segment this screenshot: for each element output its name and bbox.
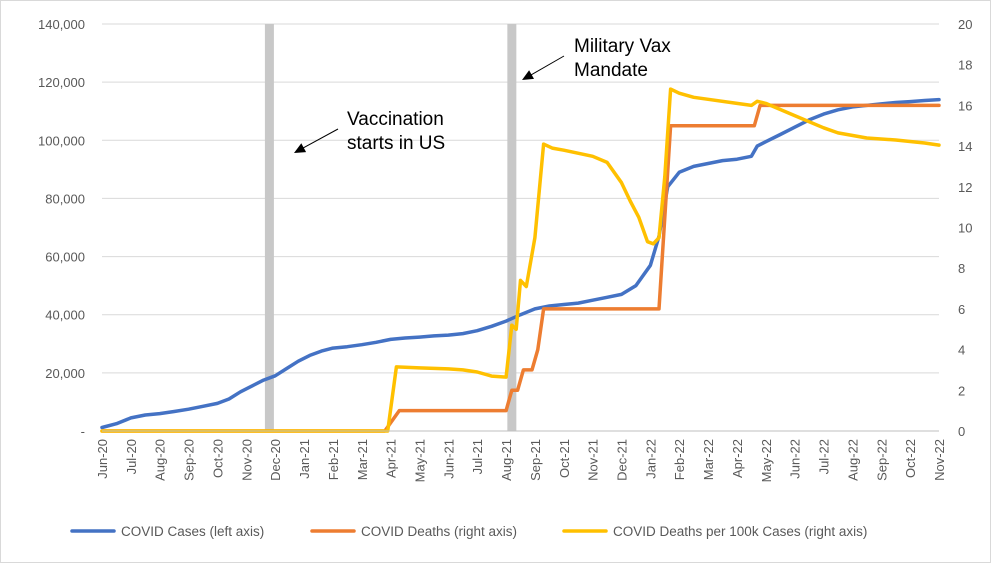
x-tick-label: Feb-22 (672, 439, 687, 480)
y-left-tick-label: 60,000 (45, 250, 85, 265)
x-tick-label: Dec-20 (268, 439, 283, 481)
annotation-line: Military Vax (574, 36, 671, 57)
annotation-arrowhead-icon (522, 70, 534, 80)
y-left-tick-label: - (81, 424, 85, 439)
gridlines (102, 23, 939, 374)
series-lines (100, 87, 941, 433)
y-right-tick-label: 6 (958, 302, 965, 317)
x-tick-label: May-21 (412, 439, 427, 482)
y-left-tick-label: 120,000 (38, 75, 85, 90)
y-left-tick-label: 140,000 (38, 17, 85, 32)
legend-label-2: COVID Deaths (right axis) (361, 524, 517, 539)
axes: - 20,000 40,000 60,000 80,000 100,000 120,000 1… (38, 17, 972, 482)
y-left-tick-label: 80,000 (45, 191, 85, 206)
x-tick-label: Jul-20 (124, 439, 139, 474)
x-tick-label: Jul-21 (470, 439, 485, 474)
series-line-3 (100, 87, 941, 433)
x-tick-label: Oct-22 (903, 439, 918, 478)
x-tick-label: Jan-22 (643, 439, 658, 479)
annotations: Vaccination starts in US Military Vax Manda… (294, 36, 671, 154)
x-tick-label: Oct-20 (210, 439, 225, 478)
x-tick-label: Jun-22 (788, 439, 803, 479)
y-right-tick-label: 12 (958, 180, 972, 195)
y-right-tick-label: 10 (958, 221, 972, 236)
x-tick-label: Jan-21 (297, 439, 312, 479)
series-line-1 (100, 97, 941, 430)
annotation-line: Mandate (574, 60, 648, 81)
annotation-arrow-line (527, 55, 565, 78)
y-right-tick-label: 14 (958, 139, 972, 154)
x-tick-label: Apr-21 (384, 439, 399, 478)
x-tick-label: Dec-21 (615, 439, 630, 481)
x-tick-label: Oct-21 (557, 439, 572, 478)
series-line-2 (100, 103, 941, 433)
event-bars (264, 24, 517, 431)
x-tick-label: Sep-22 (874, 439, 889, 481)
y-right-tick-label: 8 (958, 261, 965, 276)
x-tick-label: Aug-21 (499, 439, 514, 481)
x-tick-label: Nov-20 (239, 439, 254, 481)
annotation-text-1: Vaccination starts in US (347, 109, 445, 154)
x-tick-label: Aug-20 (153, 439, 168, 481)
annotation-arrow-line (299, 128, 339, 151)
event-bar-2 (507, 24, 517, 431)
annotation-line: Vaccination (347, 109, 444, 130)
x-tick-label: Mar-21 (355, 439, 370, 480)
legend-label-1: COVID Cases (left axis) (121, 524, 264, 539)
y-left-tick-label: 100,000 (38, 133, 85, 148)
y-left-tick-label: 40,000 (45, 308, 85, 323)
x-tick-label: Jun-20 (95, 439, 110, 479)
x-tick-label: Aug-22 (845, 439, 860, 481)
y-right-tick-label: 2 (958, 383, 965, 398)
x-tick-label: Nov-21 (586, 439, 601, 481)
event-bar-1 (264, 24, 274, 431)
y-right-tick-label: 4 (958, 343, 965, 358)
legend: COVID Cases (left axis) COVID Deaths (rig… (70, 524, 867, 539)
y-right-tick-label: 20 (958, 17, 972, 32)
x-tick-label: Nov-22 (932, 439, 947, 481)
annotation-text-2: Military Vax Mandate (574, 36, 671, 81)
y-right-tick-label: 18 (958, 58, 972, 73)
x-tick-label: Feb-21 (326, 439, 341, 480)
x-tick-label: Jul-22 (817, 439, 832, 474)
x-tick-label: May-22 (759, 439, 774, 482)
x-tick-label: Apr-22 (730, 439, 745, 478)
annotation-line: starts in US (347, 133, 445, 154)
legend-label-3: COVID Deaths per 100k Cases (right axis) (613, 524, 867, 539)
annotation-arrowhead-icon (294, 143, 307, 153)
x-tick-label: Sep-20 (182, 439, 197, 481)
x-tick-label: Mar-22 (701, 439, 716, 480)
y-left-tick-label: 20,000 (45, 366, 85, 381)
y-right-tick-label: 16 (958, 98, 972, 113)
x-tick-label: Sep-21 (528, 439, 543, 481)
y-right-tick-label: 0 (958, 424, 965, 439)
x-tick-label: Jun-21 (441, 439, 456, 479)
